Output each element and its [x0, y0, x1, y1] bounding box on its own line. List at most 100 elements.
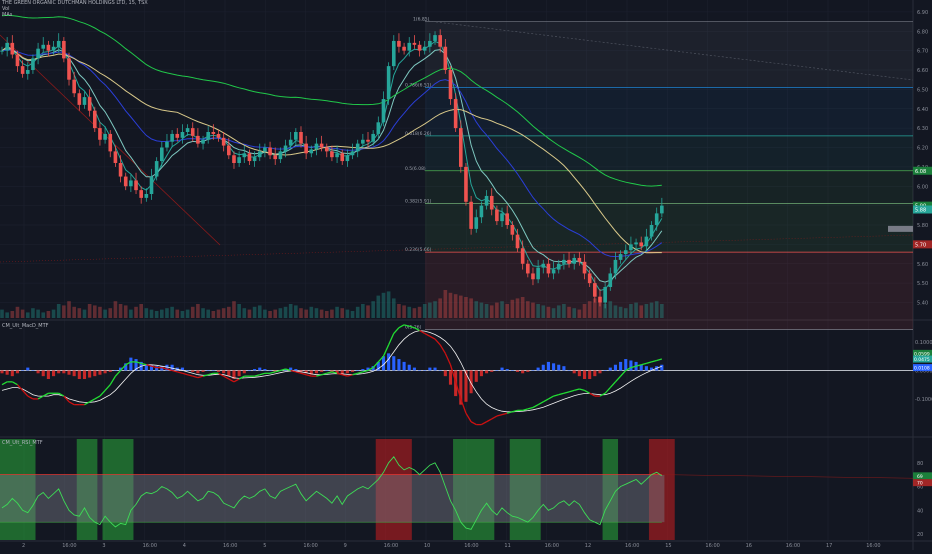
macd-histogram-bar: [0, 370, 4, 374]
volume-bar: [613, 305, 618, 318]
macd-line-segment: [11, 381, 18, 386]
macd-histogram-bar: [562, 366, 566, 371]
macd-line-segment: [398, 324, 405, 329]
macd-line-segment: [501, 412, 508, 416]
macd-line-segment: [599, 392, 606, 397]
macd-line-segment: [166, 368, 173, 372]
volume-bar: [402, 305, 406, 318]
macd-histogram-bar: [186, 370, 190, 371]
macd-title: CM_Ult_MacD_MTF: [2, 323, 49, 329]
macd-histogram-bar: [531, 370, 535, 371]
rsi-axis-marker-label: 69: [917, 474, 923, 480]
candle: [515, 234, 520, 249]
macd-line-segment: [218, 372, 224, 377]
volume-bar: [623, 308, 628, 318]
macd-histogram-bar: [165, 364, 169, 371]
macd-histogram-bar: [21, 370, 25, 371]
candle: [587, 273, 592, 284]
rsi-highlight-zone: [102, 439, 134, 540]
candle: [41, 44, 46, 49]
macd-line-segment: [382, 344, 390, 357]
candle: [278, 151, 283, 160]
volume-bar: [15, 306, 20, 318]
macd-histogram-bar: [134, 359, 138, 371]
candle: [644, 236, 649, 247]
macd-histogram-bar: [392, 356, 396, 371]
macd-histogram-bar: [474, 370, 478, 382]
macd-histogram-bar: [397, 359, 401, 371]
candle: [443, 46, 448, 70]
candle: [216, 133, 221, 138]
candle: [299, 132, 303, 144]
macd-histogram-bar: [567, 370, 571, 371]
macd-histogram-bar: [552, 363, 556, 371]
macd-line-segment: [238, 375, 245, 380]
volume-bar: [123, 305, 128, 318]
price-tick-label: 5.60: [917, 262, 928, 268]
macd-line-segment: [414, 327, 420, 332]
macd-line-segment: [223, 375, 230, 380]
candle: [608, 273, 613, 287]
candle: [598, 296, 602, 303]
volume-bar: [397, 304, 401, 318]
candle: [428, 40, 432, 47]
volume-bar: [46, 311, 51, 318]
macd-line-segment: [486, 418, 493, 423]
macd-histogram-bar: [304, 370, 308, 374]
macd-histogram-bar: [521, 370, 525, 374]
candle: [103, 133, 107, 140]
candle: [180, 132, 185, 138]
candle: [211, 132, 216, 134]
price-axis-marker-label: 5.70: [915, 242, 926, 248]
macd-line-segment: [372, 361, 379, 369]
volume-bar: [438, 298, 442, 318]
macd-histogram-bar: [608, 367, 612, 371]
macd-histogram-bar: [423, 370, 427, 371]
macd-line-segment: [99, 389, 106, 397]
macd-histogram-bar: [5, 370, 9, 375]
macd-histogram-bar: [36, 370, 40, 374]
price-tick-label: 6.70: [917, 49, 928, 55]
volume-bar: [546, 306, 551, 318]
rsi-tick-label: 20: [917, 532, 923, 538]
volume-bar: [526, 301, 530, 318]
macd-line-segment: [22, 389, 29, 397]
volume-bar: [577, 309, 582, 318]
volume-bar: [386, 291, 391, 318]
macd-line-segment: [89, 398, 96, 403]
candle: [623, 250, 628, 255]
macd-histogram-bar: [407, 364, 411, 371]
macd-histogram-bar: [222, 370, 226, 374]
volume-bar: [118, 304, 123, 318]
candle: [129, 180, 133, 187]
volume-bar: [56, 304, 61, 318]
volume-bar: [464, 297, 468, 318]
macd-line-segment: [316, 374, 322, 377]
price-tick-label: 5.80: [917, 223, 928, 229]
price-axis-marker-label: 6.08: [915, 169, 926, 175]
macd-histogram-bar: [67, 370, 71, 375]
macd-line-segment: [455, 381, 462, 400]
volume-bar: [371, 301, 375, 318]
macd-line-segment: [300, 372, 307, 376]
price-tick-label: 6.20: [917, 146, 928, 152]
volume-bar: [381, 292, 386, 318]
macd-histogram-bar: [10, 370, 14, 377]
price-range-marker: [888, 225, 913, 232]
rsi-line: [1, 456, 663, 530]
candle: [165, 141, 169, 148]
fib-zone: [425, 21, 913, 88]
macd-line-segment: [104, 384, 111, 391]
macd-line-segment: [444, 353, 452, 366]
macd-histogram-bar: [320, 370, 324, 372]
candle: [335, 153, 339, 158]
candle: [15, 54, 20, 67]
macd-histogram-bar: [448, 370, 453, 385]
candle: [505, 213, 509, 225]
volume-bar: [41, 312, 46, 318]
candle: [118, 163, 123, 177]
volume-bar: [324, 311, 329, 318]
